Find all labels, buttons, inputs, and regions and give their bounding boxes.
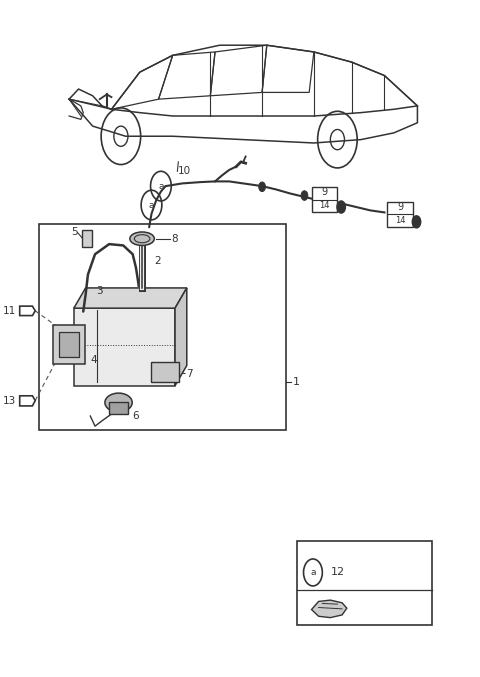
Bar <box>38 224 286 429</box>
Polygon shape <box>74 308 175 386</box>
Bar <box>387 202 413 227</box>
Text: a: a <box>310 568 316 577</box>
Polygon shape <box>312 600 347 617</box>
Text: a: a <box>158 181 164 191</box>
Text: 9: 9 <box>322 188 328 197</box>
Text: 12: 12 <box>330 567 345 577</box>
Text: 1: 1 <box>293 377 300 387</box>
Polygon shape <box>74 288 187 308</box>
Text: 8: 8 <box>172 234 179 244</box>
Bar <box>59 332 79 357</box>
Text: 6: 6 <box>132 411 139 421</box>
Circle shape <box>337 201 346 213</box>
Text: 7: 7 <box>186 368 192 378</box>
Ellipse shape <box>130 232 155 246</box>
Text: 3: 3 <box>96 286 103 297</box>
Ellipse shape <box>105 393 132 412</box>
Text: 13: 13 <box>3 395 16 406</box>
Text: 11: 11 <box>3 306 16 316</box>
Bar <box>298 541 432 625</box>
Text: 10: 10 <box>178 167 191 176</box>
Bar <box>53 325 84 364</box>
Bar <box>312 187 337 213</box>
Text: 9: 9 <box>397 202 403 212</box>
Text: 4: 4 <box>90 355 97 365</box>
Circle shape <box>412 216 420 228</box>
Bar <box>152 362 179 383</box>
Text: a: a <box>149 200 154 209</box>
Circle shape <box>259 182 265 192</box>
Text: 14: 14 <box>320 201 330 210</box>
Text: 2: 2 <box>154 256 160 266</box>
Circle shape <box>301 191 308 200</box>
Bar <box>109 402 128 414</box>
Polygon shape <box>175 288 187 386</box>
Text: 5: 5 <box>71 227 78 237</box>
Bar <box>82 230 92 247</box>
Text: 14: 14 <box>395 216 405 225</box>
